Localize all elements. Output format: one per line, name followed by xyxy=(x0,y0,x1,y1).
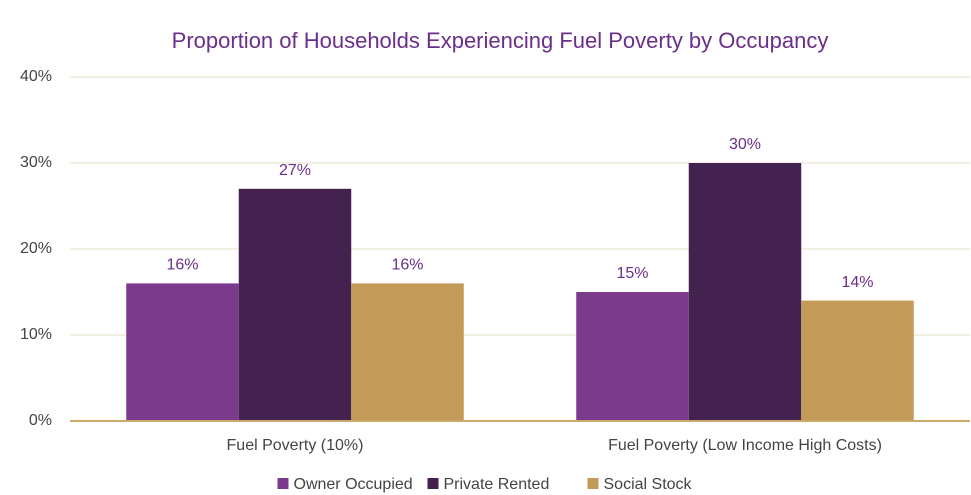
legend-label: Private Rented xyxy=(444,476,550,493)
value-label: 14% xyxy=(841,274,873,291)
y-tick-label: 30% xyxy=(20,154,52,171)
value-label: 15% xyxy=(616,265,648,282)
legend-swatch xyxy=(427,478,439,489)
value-label: 16% xyxy=(166,257,198,274)
x-tick-label: Fuel Poverty (10%) xyxy=(227,437,364,454)
legend-label: Social Stock xyxy=(604,476,693,493)
y-tick-label: 0% xyxy=(29,412,52,429)
y-tick-label: 20% xyxy=(20,240,52,257)
bar xyxy=(238,188,352,421)
bar xyxy=(126,283,239,421)
chart-title: Proportion of Households Experiencing Fu… xyxy=(172,28,829,53)
legend-swatch xyxy=(277,478,289,489)
legend-label: Owner Occupied xyxy=(294,476,413,493)
value-label: 27% xyxy=(279,162,311,179)
x-tick-label: Fuel Poverty (Low Income High Costs) xyxy=(608,437,882,454)
value-label: 16% xyxy=(391,257,423,274)
y-tick-label: 10% xyxy=(20,326,52,343)
y-tick-label: 40% xyxy=(20,68,52,85)
bar xyxy=(801,300,914,421)
value-label: 30% xyxy=(729,136,761,153)
bar xyxy=(576,292,689,421)
bar xyxy=(351,283,464,421)
bar xyxy=(688,163,802,421)
legend-swatch xyxy=(587,478,599,489)
